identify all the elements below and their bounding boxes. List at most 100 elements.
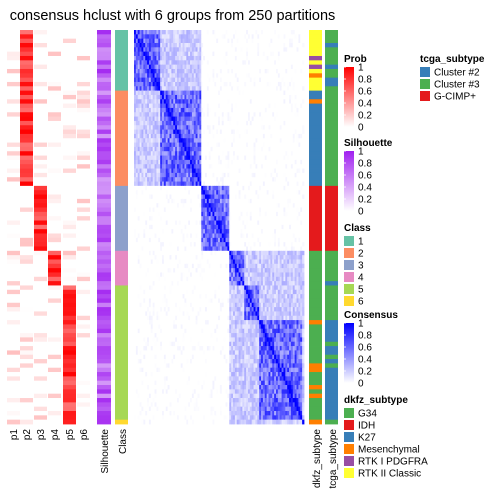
prob-cell <box>7 255 20 260</box>
consensus-cell <box>219 185 223 191</box>
consensus-cell <box>156 194 159 200</box>
consensus-cell <box>270 47 273 53</box>
consensus-cell <box>234 103 238 109</box>
consensus-cell <box>210 181 213 187</box>
consensus-cell <box>173 155 176 161</box>
consensus-cell <box>208 68 211 74</box>
consensus-cell <box>184 120 187 126</box>
prob-cell <box>20 159 33 165</box>
consensus-cell <box>285 34 288 40</box>
consensus-cell <box>212 42 215 48</box>
consensus-cell <box>270 86 273 92</box>
consensus-cell <box>221 164 225 169</box>
consensus-cell <box>137 185 141 191</box>
consensus-cell <box>270 81 273 87</box>
consensus-cell <box>238 99 241 104</box>
consensus-cell <box>259 146 262 152</box>
consensus-cell <box>298 129 301 135</box>
consensus-cell <box>197 30 200 35</box>
prob-cell <box>34 346 47 351</box>
consensus-cell <box>208 181 211 187</box>
consensus-cell <box>214 103 217 109</box>
consensus-cell <box>184 133 187 139</box>
consensus-cell <box>148 229 152 234</box>
consensus-cell <box>178 30 182 35</box>
consensus-cell <box>160 224 163 230</box>
consensus-cell <box>290 177 294 182</box>
consensus-cell <box>292 142 296 148</box>
consensus-cell <box>152 229 155 234</box>
consensus-cell <box>266 47 269 53</box>
prob-cell <box>20 246 33 252</box>
consensus-cell <box>242 155 245 161</box>
consensus-cell <box>201 125 204 130</box>
consensus-cell <box>242 129 245 135</box>
consensus-cell <box>238 155 241 161</box>
prob-column-p4 <box>48 30 61 425</box>
consensus-cell <box>223 64 226 70</box>
prob-cell <box>63 376 76 382</box>
consensus-cell <box>262 142 266 148</box>
consensus-cell <box>257 164 260 169</box>
consensus-cell <box>216 90 219 96</box>
consensus-cell <box>300 190 303 195</box>
consensus-cell <box>289 64 292 70</box>
consensus-cell <box>147 159 150 165</box>
consensus-cell <box>216 125 219 130</box>
consensus-cell <box>169 164 172 169</box>
consensus-cell <box>274 151 277 156</box>
consensus-cell <box>274 47 277 53</box>
consensus-cell <box>287 155 290 161</box>
consensus-cell <box>264 90 268 96</box>
consensus-cell <box>160 216 163 221</box>
consensus-cell <box>247 207 251 213</box>
consensus-cell <box>193 77 197 83</box>
consensus-cell <box>289 164 292 169</box>
consensus-cell <box>281 133 284 139</box>
consensus-cell <box>156 198 159 204</box>
consensus-cell <box>221 90 225 96</box>
prob-cell <box>48 125 61 130</box>
consensus-cell <box>298 51 301 57</box>
consensus-cell <box>178 155 182 161</box>
consensus-cell <box>262 207 266 213</box>
consensus-cell <box>233 120 236 126</box>
consensus-cell <box>290 99 294 104</box>
consensus-cell <box>262 159 266 165</box>
consensus-cell <box>145 86 148 92</box>
prob-cell <box>7 42 20 48</box>
consensus-cell <box>255 203 258 208</box>
consensus-cell <box>191 55 195 61</box>
consensus-cell <box>208 60 211 66</box>
consensus-cell <box>134 190 137 195</box>
prob-cell <box>48 198 61 204</box>
consensus-cell <box>195 81 198 87</box>
consensus-cell <box>197 103 200 109</box>
consensus-cell <box>188 216 191 221</box>
consensus-cell <box>238 103 241 109</box>
silhouette-cell <box>97 159 111 165</box>
consensus-cell <box>145 73 148 79</box>
prob-cell <box>34 302 47 308</box>
consensus-cell <box>281 159 284 165</box>
consensus-cell <box>294 194 297 200</box>
consensus-cell <box>199 77 202 83</box>
prob-cell <box>7 120 20 126</box>
consensus-cell <box>139 125 142 130</box>
consensus-cell <box>242 94 245 100</box>
consensus-cell <box>169 220 172 226</box>
consensus-cell <box>210 198 213 204</box>
consensus-cell <box>134 198 137 204</box>
consensus-cell <box>231 172 234 178</box>
consensus-cell <box>300 185 303 191</box>
consensus-cell <box>147 233 150 239</box>
consensus-cell <box>300 51 303 57</box>
consensus-cell <box>236 177 240 182</box>
consensus-cell <box>173 190 176 195</box>
consensus-cell <box>253 116 256 122</box>
prob-cell <box>63 64 76 70</box>
consensus-cell <box>240 77 243 83</box>
consensus-cell <box>262 86 266 92</box>
consensus-cell <box>236 116 240 122</box>
consensus-cell <box>221 68 225 74</box>
